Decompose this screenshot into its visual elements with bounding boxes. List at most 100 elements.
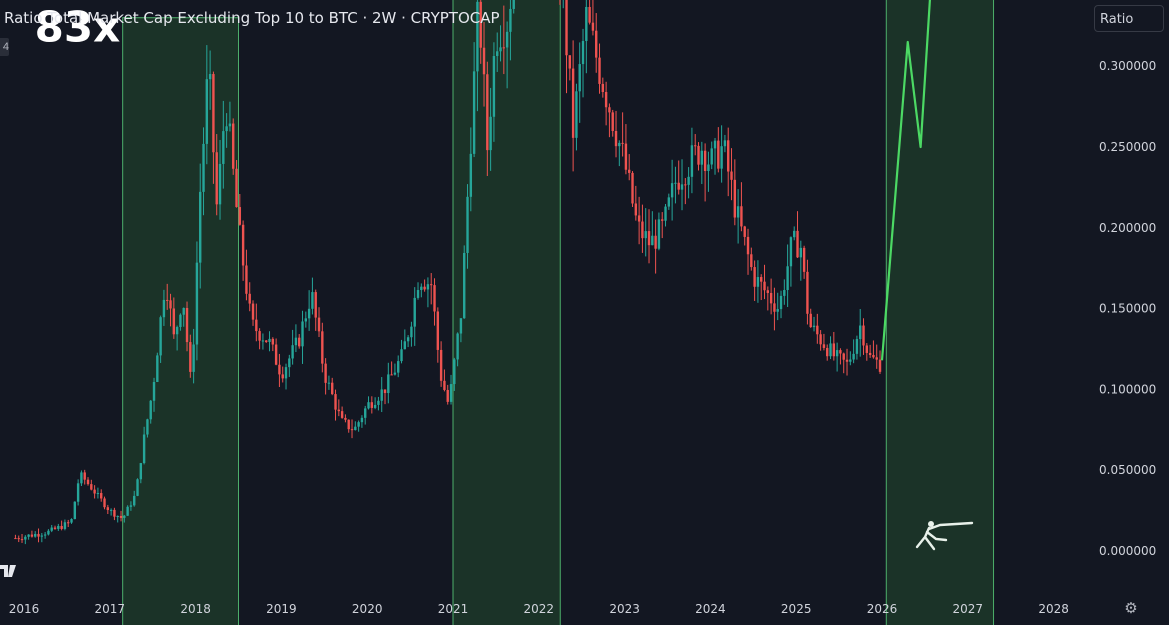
candle <box>789 236 793 287</box>
candle <box>472 42 476 158</box>
candle <box>496 32 499 72</box>
candle <box>367 396 370 410</box>
candle <box>268 331 271 352</box>
candle <box>116 515 119 523</box>
candle <box>608 103 611 138</box>
candle <box>723 134 727 153</box>
candle <box>166 283 169 310</box>
candle <box>845 348 849 376</box>
candle <box>568 55 572 81</box>
time-axis[interactable]: 2016 2017 2018 2019 2020 2021 2022 2023 2024 2025… <box>9 602 1069 616</box>
candle <box>100 489 103 502</box>
candle <box>27 534 30 540</box>
candle <box>766 286 770 311</box>
candle <box>849 351 852 366</box>
candle <box>304 311 308 328</box>
highlight-box-2 <box>452 0 561 625</box>
candle <box>651 211 654 246</box>
candle <box>397 355 400 378</box>
candle <box>667 193 671 210</box>
candle <box>865 343 869 361</box>
candle <box>680 159 684 211</box>
candle <box>674 166 677 204</box>
highlight-boxes <box>122 0 995 625</box>
candle <box>868 344 872 358</box>
candle <box>628 154 631 181</box>
candle <box>222 100 225 189</box>
candle <box>756 260 760 303</box>
candle <box>426 277 430 308</box>
scale-mode-button[interactable]: Ratio <box>1094 5 1164 32</box>
candle <box>684 178 687 205</box>
candle <box>713 137 717 175</box>
candle <box>634 185 638 221</box>
candle <box>486 61 489 176</box>
highlight-box-3 <box>885 0 995 625</box>
candle <box>809 308 812 328</box>
candle <box>195 241 199 361</box>
candle <box>232 118 235 175</box>
candle <box>225 113 228 148</box>
candle <box>103 496 106 510</box>
x-tick-label: 2017 <box>95 602 126 616</box>
candle <box>595 13 598 73</box>
candle <box>482 21 486 107</box>
candle <box>816 313 819 344</box>
candle <box>93 485 96 499</box>
candle <box>340 406 344 419</box>
gear-icon[interactable]: ⚙ <box>1124 600 1138 617</box>
candle <box>443 369 446 392</box>
candle <box>212 71 215 184</box>
projection-arrow <box>880 0 932 361</box>
candle <box>314 289 317 331</box>
candle <box>822 333 826 351</box>
candle <box>311 277 314 315</box>
x-tick-label: 2020 <box>352 602 383 616</box>
candle <box>274 338 278 366</box>
legend-badge[interactable]: 4 <box>0 38 9 56</box>
candle <box>423 279 426 292</box>
candle <box>492 42 496 142</box>
candle <box>136 478 139 497</box>
fencer-icon <box>915 521 974 551</box>
candle <box>614 110 618 158</box>
y-tick-label: 0.300000 <box>1099 59 1156 73</box>
candle <box>159 315 162 363</box>
candle <box>50 524 53 533</box>
candle <box>373 397 377 410</box>
candle <box>327 375 331 390</box>
candle <box>76 479 80 506</box>
candle <box>387 362 390 404</box>
candle <box>591 0 595 36</box>
candle <box>703 143 707 202</box>
candle <box>30 530 34 538</box>
candle <box>644 208 647 257</box>
candle <box>357 420 360 432</box>
candle <box>172 297 176 339</box>
candle <box>598 43 601 94</box>
candle <box>581 28 585 98</box>
candle <box>218 139 222 220</box>
candle <box>819 330 822 351</box>
candle <box>647 209 651 264</box>
candle <box>690 127 694 194</box>
candle <box>479 0 482 64</box>
x-tick-label: 2018 <box>180 602 211 616</box>
candle <box>439 341 443 387</box>
candle <box>750 247 753 271</box>
candle <box>852 339 855 364</box>
candle <box>760 274 763 301</box>
candle <box>733 159 737 226</box>
multiplier-label-1: 83x <box>35 3 121 52</box>
candle <box>842 352 845 374</box>
candle <box>255 303 258 342</box>
candle <box>215 134 218 216</box>
candle <box>182 307 185 327</box>
candle <box>694 134 697 156</box>
candle <box>53 525 57 530</box>
price-axis[interactable]: 0.6000000.5500000.5000000.4500000.400000… <box>1099 0 1166 625</box>
candle <box>70 518 73 524</box>
candle <box>637 196 641 245</box>
candle <box>631 171 634 207</box>
